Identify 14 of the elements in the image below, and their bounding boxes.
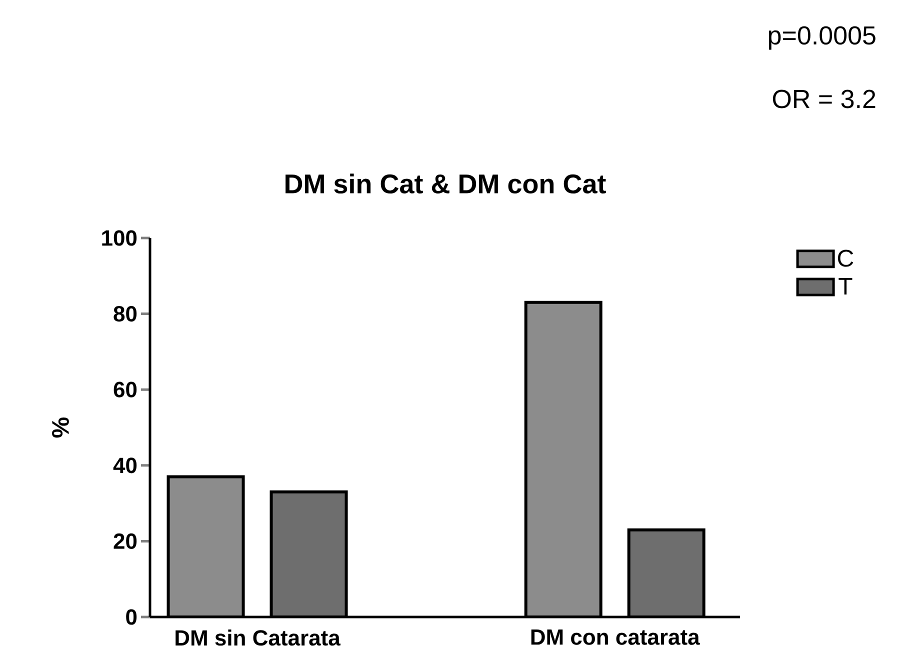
- x-tick-label: DM con catarata: [531, 630, 700, 645]
- chart-title: DM sin Cat & DM con Cat: [286, 174, 606, 194]
- y-tick-label: 0: [126, 609, 137, 625]
- text: p=0.0005: [768, 26, 876, 50]
- x-tick-label: DM sin Catarata: [176, 630, 341, 646]
- legend-label: C: [838, 250, 854, 267]
- y-axis-title: %: [52, 417, 69, 438]
- y-tick-label: 100: [102, 230, 137, 246]
- legend-label: T: [838, 278, 852, 295]
- y-tick-label: 80: [114, 306, 137, 322]
- text: OR = 3.2: [772, 90, 876, 108]
- y-tick-label: 20: [114, 533, 137, 549]
- y-tick-label: 40: [113, 458, 137, 474]
- y-tick-label: 60: [114, 382, 137, 398]
